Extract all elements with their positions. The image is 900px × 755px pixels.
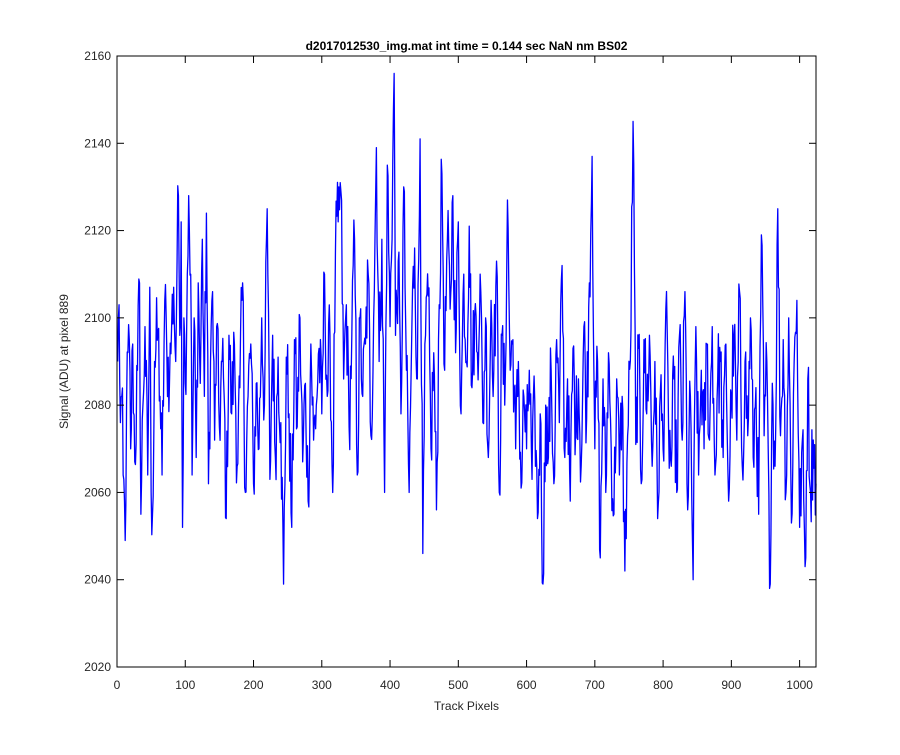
y-tick-label: 2160: [84, 49, 111, 63]
x-tick-label: 400: [380, 678, 400, 692]
x-tick-label: 0: [114, 678, 121, 692]
x-tick-label: 300: [312, 678, 332, 692]
x-tick-label: 200: [244, 678, 264, 692]
y-tick-label: 2040: [84, 573, 111, 587]
x-tick-label: 700: [585, 678, 605, 692]
y-tick-label: 2140: [84, 136, 111, 150]
plot-area-frame: [116, 55, 817, 668]
x-tick-label: 900: [721, 678, 741, 692]
y-tick-label: 2020: [84, 660, 111, 674]
x-tick-label: 1000: [786, 678, 813, 692]
y-tick-label: 2100: [84, 311, 111, 325]
ticks-layer: 0 100 200 300 400 500 600 700 800 900 1000 2020 2040…: [84, 49, 816, 692]
x-tick-label: 600: [517, 678, 537, 692]
x-tick-label: 500: [448, 678, 468, 692]
x-tick-label: 800: [653, 678, 673, 692]
y-tick-label: 2080: [84, 398, 111, 412]
y-tick-label: 2120: [84, 224, 111, 238]
y-tick-label: 2060: [84, 485, 111, 499]
y-axis-label: Signal (ADU) at pixel 889: [57, 294, 71, 429]
series-line: [117, 72, 817, 590]
chart-title: d2017012530_img.mat int time = 0.144 sec…: [306, 39, 628, 53]
series-layer: [117, 72, 817, 590]
x-axis-label: Track Pixels: [434, 699, 499, 713]
x-tick-label: 100: [175, 678, 195, 692]
